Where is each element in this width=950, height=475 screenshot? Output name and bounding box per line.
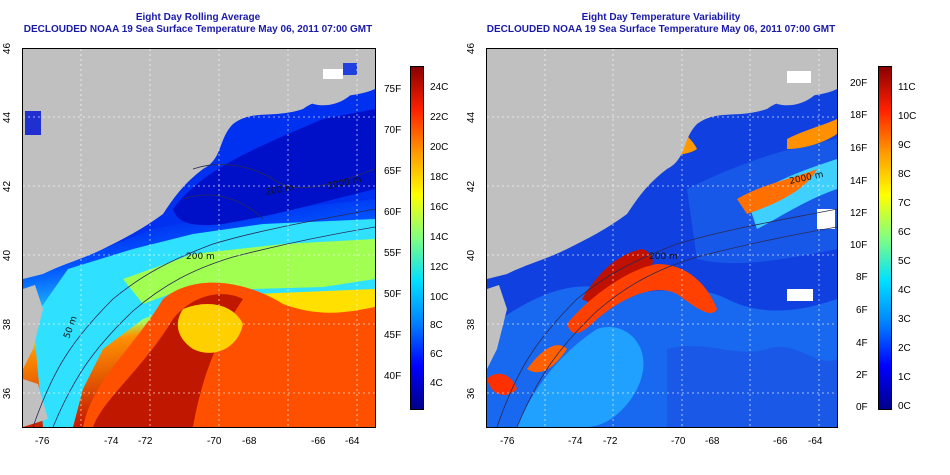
colorbar-c-label: 4C (898, 285, 911, 296)
colorbar-f-label: 14F (850, 176, 868, 187)
colorbar-f-label: 10F (850, 240, 868, 251)
lon-tick: -68 (242, 436, 257, 447)
lon-tick: -74 (104, 436, 119, 447)
lon-tick: -76 (500, 436, 515, 447)
colorbar-f-label: 40F (384, 371, 402, 382)
colorbar-c-label: 18C (430, 172, 449, 183)
left-sst-map: 2000 m 200 m 200 m 50 m (22, 48, 376, 428)
colorbar-f-label: 55F (384, 248, 402, 259)
lon-tick: -76 (35, 436, 50, 447)
colorbar-f-label: 20F (850, 78, 868, 89)
colorbar-c-label: 6C (430, 349, 443, 360)
right-variability-map: 2000 m 200 m (486, 48, 838, 428)
lon-tick: -66 (773, 436, 788, 447)
lon-tick: -70 (207, 436, 222, 447)
colorbar-c-label: 14C (430, 232, 449, 243)
colorbar-c-label: 24C (430, 82, 449, 93)
right-title-line2: DECLOUDED NOAA 19 Sea Surface Temperatur… (486, 24, 836, 35)
lon-tick: -74 (568, 436, 583, 447)
lat-tick: 44 (466, 111, 478, 124)
colorbar-f-label: 8F (856, 272, 868, 283)
lat-tick: 38 (2, 318, 14, 331)
lat-tick: 40 (2, 249, 14, 262)
colorbar-f-label: 50F (384, 289, 402, 300)
colorbar-c-label: 10C (430, 292, 449, 303)
lat-tick: 44 (2, 111, 14, 124)
contour-label: 200 m (649, 252, 678, 262)
colorbar-c-label: 1C (898, 372, 911, 383)
colorbar-f-label: 18F (850, 110, 868, 121)
colorbar-f-label: 65F (384, 166, 402, 177)
lat-tick: 42 (466, 180, 478, 193)
colorbar-c-label: 5C (898, 256, 911, 267)
lat-tick: 38 (466, 318, 478, 331)
lon-tick: -64 (808, 436, 823, 447)
colorbar-f-label: 45F (384, 330, 402, 341)
colorbar-f-label: 60F (384, 207, 402, 218)
right-colorbar (878, 66, 892, 410)
colorbar-f-label: 70F (384, 125, 402, 136)
colorbar-c-label: 22C (430, 112, 449, 123)
colorbar-f-label: 12F (850, 208, 868, 219)
colorbar-f-label: 16F (850, 143, 868, 154)
contour-label: 200 m (265, 183, 295, 198)
colorbar-f-label: 2F (856, 370, 868, 381)
colorbar-f-label: 75F (384, 84, 402, 95)
colorbar-c-label: 20C (430, 142, 449, 153)
colorbar-c-label: 3C (898, 314, 911, 325)
lat-tick: 36 (466, 387, 478, 400)
lon-tick: -72 (138, 436, 153, 447)
lon-tick: -72 (603, 436, 618, 447)
colorbar-f-label: 6F (856, 305, 868, 316)
left-title-line2: DECLOUDED NOAA 19 Sea Surface Temperatur… (23, 24, 373, 35)
colorbar-f-label: 0F (856, 402, 868, 413)
lon-tick: -66 (311, 436, 326, 447)
colorbar-c-label: 8C (430, 320, 443, 331)
contour-label: 200 m (186, 252, 215, 262)
colorbar-c-label: 9C (898, 140, 911, 151)
lat-tick: 46 (466, 42, 478, 55)
left-colorbar (410, 66, 424, 410)
left-title-line1: Eight Day Rolling Average (135, 12, 261, 23)
colorbar-c-label: 10C (898, 111, 917, 122)
lon-tick: -68 (705, 436, 720, 447)
colorbar-c-label: 16C (430, 202, 449, 213)
colorbar-c-label: 12C (430, 262, 449, 273)
colorbar-c-label: 4C (430, 378, 443, 389)
colorbar-c-label: 0C (898, 401, 911, 412)
colorbar-c-label: 8C (898, 169, 911, 180)
lon-tick: -70 (671, 436, 686, 447)
lat-tick: 36 (2, 387, 14, 400)
right-title-line1: Eight Day Temperature Variability (581, 12, 741, 23)
lon-tick: -64 (345, 436, 360, 447)
lat-tick: 42 (2, 180, 14, 193)
lat-tick: 40 (466, 249, 478, 262)
colorbar-c-label: 2C (898, 343, 911, 354)
colorbar-c-label: 11C (898, 82, 916, 93)
lat-tick: 46 (2, 42, 14, 55)
colorbar-c-label: 6C (898, 227, 911, 238)
colorbar-f-label: 4F (856, 338, 868, 349)
colorbar-c-label: 7C (898, 198, 911, 209)
